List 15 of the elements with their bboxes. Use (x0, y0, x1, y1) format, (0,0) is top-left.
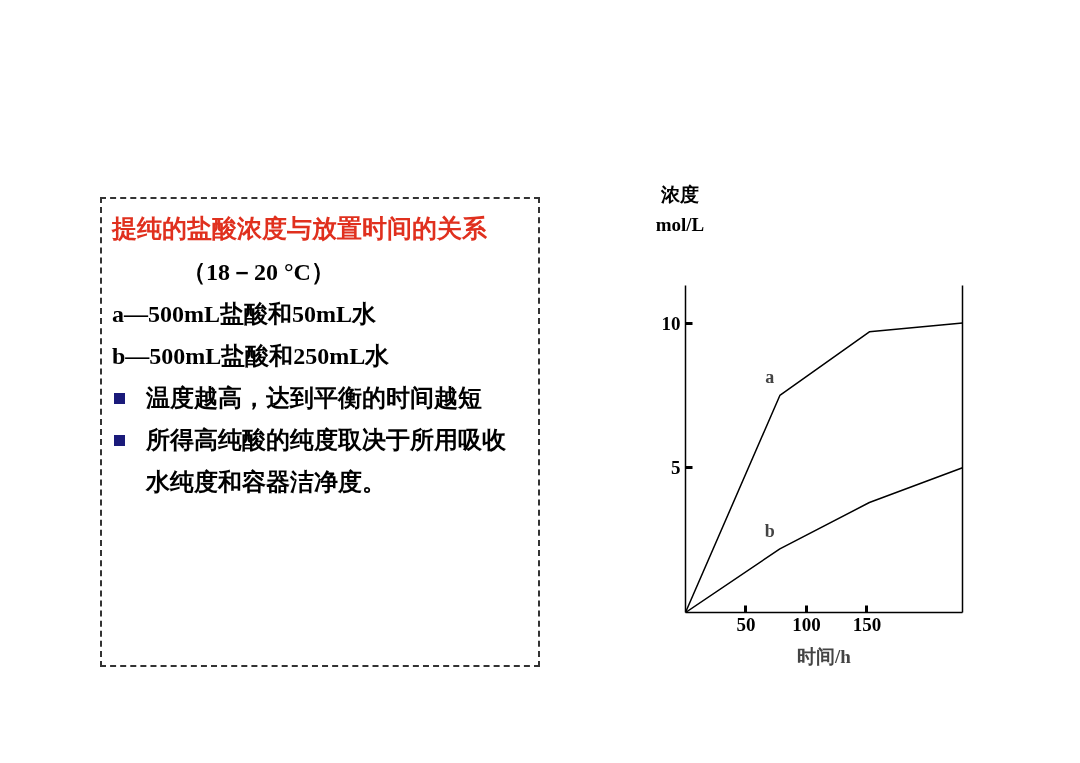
text: 温度越高，达到平衡的时间越短 (146, 383, 482, 413)
text: 提纯的盐酸浓度与放置时间的关系 (112, 214, 488, 244)
text: 所得高纯酸的纯度取决于所用吸收水纯度和容器洁净度。 (146, 425, 507, 497)
x-tick-label: 150 (852, 613, 882, 635)
text: b—500mL盐酸和250mL水 (112, 341, 391, 371)
series-label: a (765, 367, 775, 388)
y-axis-title: 浓度 mol/L (655, 183, 705, 238)
text: （18－20 °C） (181, 257, 336, 287)
x-axis-title: 时间/h (797, 645, 852, 667)
series-label: b (764, 520, 775, 541)
x-tick-label: 100 (792, 613, 821, 635)
x-tick-label: 50 (736, 613, 756, 635)
y-tick-label: 10 (661, 312, 681, 334)
text: a—500mL盐酸和50mL水 (112, 299, 377, 329)
y-tick-label: 5 (671, 457, 681, 479)
